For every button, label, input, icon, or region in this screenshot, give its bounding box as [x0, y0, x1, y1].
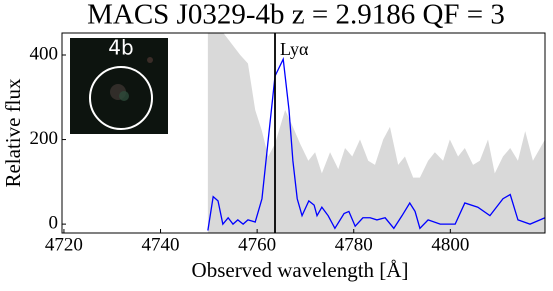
y-axis-label: Relative flux: [1, 78, 25, 188]
annotation: Lyα: [280, 39, 309, 59]
noise-area: [207, 33, 545, 233]
y-tick-label: 400: [30, 43, 59, 64]
y-tick-label: 0: [49, 212, 59, 233]
chart-title: MACS J0329-4b z = 2.9186 QF = 3: [87, 0, 505, 31]
x-tick-label: 4780: [335, 234, 373, 255]
x-tick-label: 4760: [238, 234, 276, 255]
inset-label: 4b: [108, 36, 133, 60]
y-tick-label: 200: [30, 128, 59, 149]
x-tick-label: 4740: [142, 234, 180, 255]
plot-frame: [61, 32, 546, 234]
inset-image: 4b: [70, 36, 168, 134]
x-tick-label: 4720: [45, 234, 83, 255]
x-axis-label: Observed wavelength [Å]: [192, 258, 409, 282]
x-tick-label: 4800: [431, 234, 469, 255]
spectrum-line: [207, 56, 545, 231]
plot-area: [207, 33, 545, 233]
